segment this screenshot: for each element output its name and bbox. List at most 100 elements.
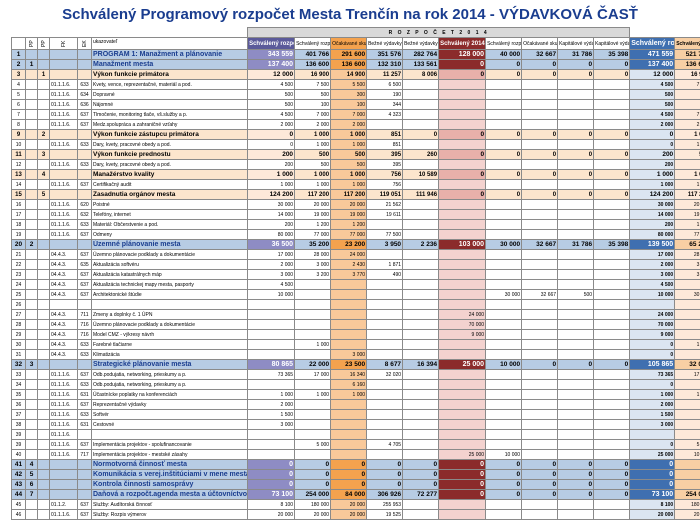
cell-bo2013 (331, 280, 367, 290)
cell-b2013: 1 000 (295, 140, 331, 150)
cell-k2013 (486, 80, 522, 90)
cell-n: 29 (12, 330, 26, 340)
cell-pp (38, 310, 50, 320)
cell-bs2011 (403, 410, 439, 420)
cell-n: 15 (12, 190, 26, 200)
cell-desc: Aktualizácia softvéru (92, 260, 248, 270)
cell-desc: Odmeny (92, 230, 248, 240)
cell-ek: 637 (78, 400, 92, 410)
cell-ks2011 (594, 300, 630, 310)
cell-p (26, 290, 38, 300)
cell-ko2013 (522, 110, 558, 120)
cell-ek (78, 460, 92, 470)
cell-b2014: 20 000 (248, 510, 295, 520)
cell-b2013: 5 000 (295, 440, 331, 450)
cell-pp (38, 50, 50, 60)
cell-bo2013 (331, 330, 367, 340)
cell-bo2013: 14 900 (331, 70, 367, 80)
cell-ks2011: 35 398 (594, 50, 630, 60)
cell-b2013: 3 000 (295, 260, 331, 270)
cell-t2013: 65 200 (675, 240, 700, 250)
cell-k2013 (486, 320, 522, 330)
cell-ek: 633 (78, 160, 92, 170)
cell-bs2012 (367, 380, 403, 390)
cell-ks2011 (594, 280, 630, 290)
cell-bs2012 (367, 250, 403, 260)
cell-b2013: 7 000 (295, 110, 331, 120)
cell-k2013: 0 (486, 170, 522, 180)
cell-ks2011 (594, 340, 630, 350)
cell-ko2013: 0 (522, 190, 558, 200)
cell-bs2012 (367, 290, 403, 300)
cell-b2014: 4 500 (248, 110, 295, 120)
cell-t2014: 4 500 (630, 80, 675, 90)
cell-p (26, 170, 38, 180)
cell-bs2012: 132 310 (367, 60, 403, 70)
col-header-t2014: Schválený rozpočet 2014 - spolu (630, 38, 675, 50)
cell-t2013: 1 000 (675, 180, 700, 190)
cell-ks2012 (558, 100, 594, 110)
cell-ks2011: 0 (594, 460, 630, 470)
cell-b2013: 401 766 (295, 50, 331, 60)
cell-fk (50, 150, 78, 160)
cell-bo2013: 2 000 (331, 120, 367, 130)
cell-b2014: 36 500 (248, 240, 295, 250)
cell-b2014: 10 000 (248, 290, 295, 300)
cell-t2014: 139 500 (630, 240, 675, 250)
cell-bo2013: 2 430 (331, 260, 367, 270)
cell-bo2013: 16 340 (331, 370, 367, 380)
cell-ks2011 (594, 250, 630, 260)
cell-ks2012: 0 (558, 130, 594, 140)
cell-n: 9 (12, 130, 26, 140)
cell-b2013: 3 200 (295, 270, 331, 280)
cell-pp (38, 330, 50, 340)
cell-desc: Telefóny, internet (92, 210, 248, 220)
cell-n: 43 (12, 480, 26, 490)
cell-bs2012 (367, 430, 403, 440)
cell-fk (50, 300, 78, 310)
cell-ko2013 (522, 80, 558, 90)
cell-b2013 (295, 410, 331, 420)
cell-desc: Nájomné (92, 100, 248, 110)
cell-bs2011: 10 589 (403, 170, 439, 180)
cell-n: 41 (12, 460, 26, 470)
cell-p (26, 320, 38, 330)
cell-k2014 (439, 370, 486, 380)
cell-bs2011 (403, 280, 439, 290)
cell-ko2013 (522, 500, 558, 510)
cell-k2013: 0 (486, 190, 522, 200)
cell-t2014: 0 (630, 470, 675, 480)
cell-t2014: 70 000 (630, 320, 675, 330)
col-header-b2014: Schválený rozpočet 2014 - bežné výdavky (248, 38, 295, 50)
cell-bs2011 (403, 250, 439, 260)
cell-t2014: 14 000 (630, 210, 675, 220)
cell-k2014: 0 (439, 480, 486, 490)
cell-t2014 (630, 300, 675, 310)
cell-pp (38, 510, 50, 520)
cell-ks2011 (594, 310, 630, 320)
cell-ko2013: 32 667 (522, 50, 558, 60)
cell-p (26, 100, 38, 110)
cell-ko2013 (522, 160, 558, 170)
cell-bo2013 (331, 420, 367, 430)
cell-bo2013: 20 000 (331, 510, 367, 520)
cell-p (26, 300, 38, 310)
cell-pp (38, 270, 50, 280)
cell-b2013: 500 (295, 90, 331, 100)
cell-desc (92, 430, 248, 440)
cell-k2014 (439, 390, 486, 400)
cell-t2014: 30 000 (630, 200, 675, 210)
cell-pp (38, 350, 50, 360)
cell-b2013 (295, 290, 331, 300)
cell-k2014 (439, 100, 486, 110)
cell-b2014: 3 000 (248, 270, 295, 280)
cell-n: 13 (12, 170, 26, 180)
cell-ko2013 (522, 440, 558, 450)
cell-b2014 (248, 430, 295, 440)
cell-bo2013: 20 000 (331, 200, 367, 210)
cell-b2013: 1 000 (295, 170, 331, 180)
